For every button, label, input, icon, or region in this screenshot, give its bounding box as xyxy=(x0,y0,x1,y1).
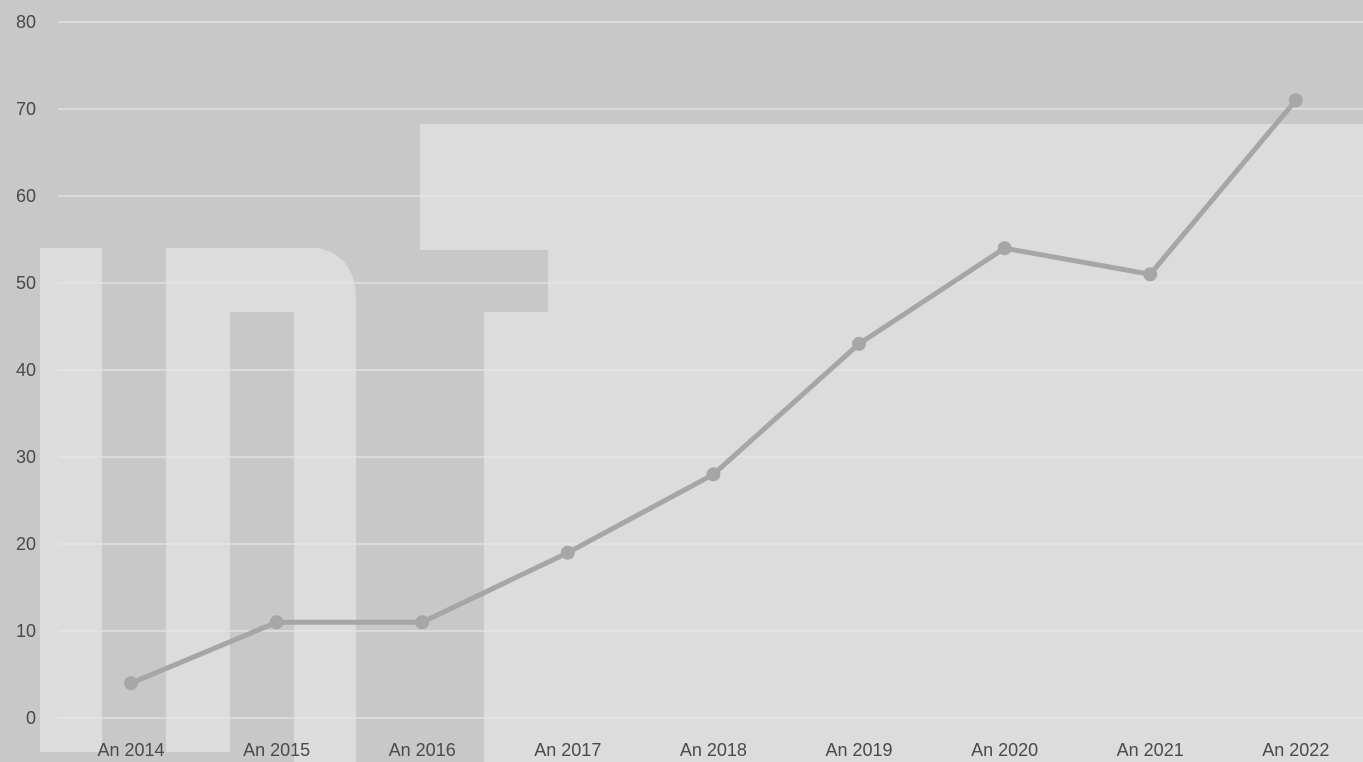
x-tick-label: An 2016 xyxy=(389,740,456,760)
x-tick-label: An 2021 xyxy=(1117,740,1184,760)
x-tick-label: An 2022 xyxy=(1262,740,1329,760)
y-tick-label: 40 xyxy=(16,360,36,380)
data-point xyxy=(269,615,284,630)
data-point xyxy=(560,545,575,560)
x-axis-tick-labels: An 2014 An 2015 An 2016 An 2017 An 2018 An 20… xyxy=(97,740,1329,760)
x-tick-label: An 2014 xyxy=(97,740,164,760)
data-point xyxy=(415,615,430,630)
y-tick-label: 70 xyxy=(16,99,36,119)
data-point xyxy=(997,241,1012,256)
y-tick-label: 0 xyxy=(26,708,36,728)
y-tick-label: 50 xyxy=(16,273,36,293)
x-tick-label: An 2020 xyxy=(971,740,1038,760)
x-tick-label: An 2017 xyxy=(534,740,601,760)
y-tick-label: 20 xyxy=(16,534,36,554)
data-point xyxy=(852,336,866,351)
grid-lines xyxy=(58,21,1363,719)
data-point xyxy=(706,467,721,482)
x-tick-label: An 2018 xyxy=(680,740,747,760)
data-point xyxy=(1143,267,1158,282)
y-tick-label: 80 xyxy=(16,12,36,32)
x-tick-label: An 2019 xyxy=(825,740,892,760)
series-markers xyxy=(124,93,1303,691)
data-point xyxy=(124,676,138,691)
x-tick-label: An 2015 xyxy=(243,740,310,760)
y-tick-label: 30 xyxy=(16,447,36,467)
y-axis-tick-labels: 0 10 20 30 40 50 60 70 80 xyxy=(16,12,36,728)
data-point xyxy=(1288,93,1303,108)
y-tick-label: 10 xyxy=(16,621,36,641)
y-tick-label: 60 xyxy=(16,186,36,206)
